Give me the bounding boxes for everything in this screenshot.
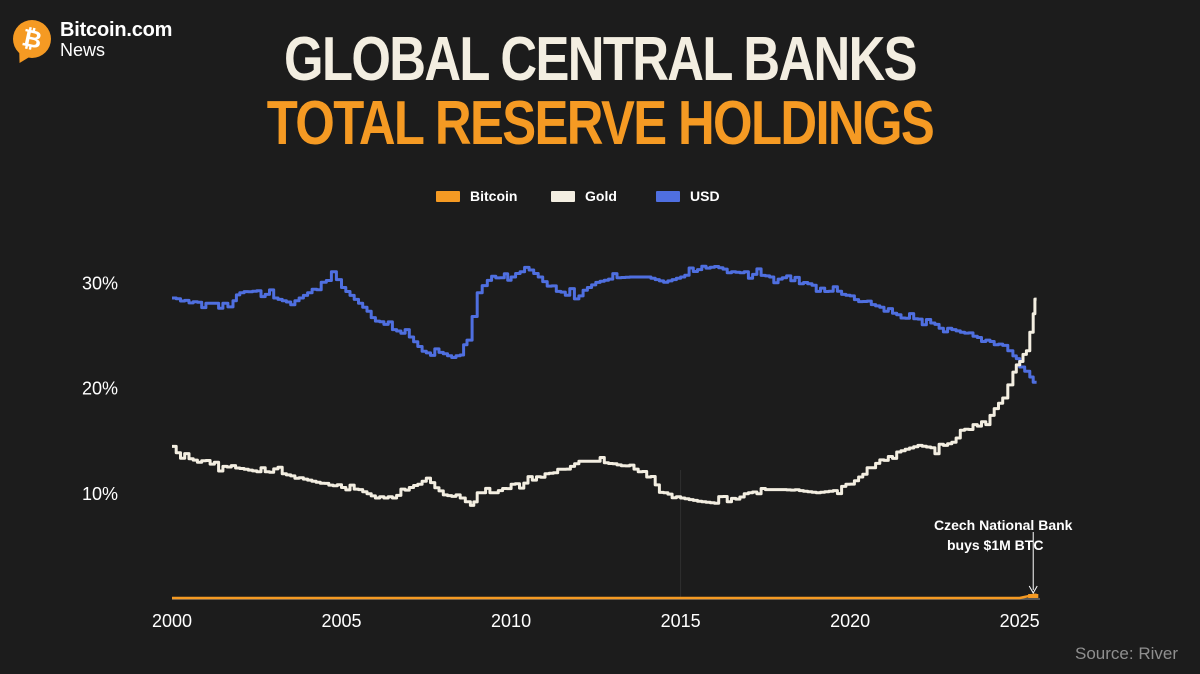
x-tick-label: 2025 — [1000, 611, 1040, 631]
brand-sub: News — [60, 40, 106, 60]
x-tick-label: 2005 — [322, 611, 362, 631]
series-bitcoin-area — [1028, 594, 1039, 598]
title-line-1: GLOBAL CENTRAL BANKS — [284, 25, 918, 94]
y-tick-label: 10% — [82, 484, 118, 504]
brand-logo: ₿ Bitcoin.com News — [13, 20, 172, 59]
series-usd-line — [172, 264, 1037, 384]
series-bitcoin-line — [172, 593, 1037, 600]
annotation-arrowhead — [1028, 585, 1038, 595]
x-tick-label: 2000 — [152, 611, 192, 631]
x-tick-label: 2010 — [491, 611, 531, 631]
series-gold-line — [172, 297, 1037, 507]
x-tick-label: 2015 — [661, 611, 701, 631]
legend-label-usd: USD — [690, 188, 720, 204]
bitcoin-icon: ₿ — [13, 20, 51, 58]
title-line-2: TOTAL RESERVE HOLDINGS — [266, 89, 935, 158]
legend-label-gold: Gold — [585, 188, 617, 204]
legend-swatch-gold — [551, 191, 575, 202]
y-tick-label: 20% — [82, 379, 118, 399]
annotation-line-2: buys $1M BTC — [947, 537, 1043, 553]
page-title: GLOBAL CENTRAL BANKS TOTAL RESERVE HOLDI… — [0, 28, 1200, 156]
legend-label-bitcoin: Bitcoin — [470, 188, 517, 204]
source-note: Source: River — [1075, 644, 1178, 663]
legend-swatch-bitcoin — [436, 191, 460, 202]
legend-swatch-usd — [656, 191, 680, 202]
brand-name: Bitcoin.com — [60, 19, 173, 41]
annotation-line-1: Czech National Bank — [934, 517, 1073, 533]
y-tick-label: 30% — [82, 273, 118, 293]
x-tick-label: 2020 — [830, 611, 870, 631]
